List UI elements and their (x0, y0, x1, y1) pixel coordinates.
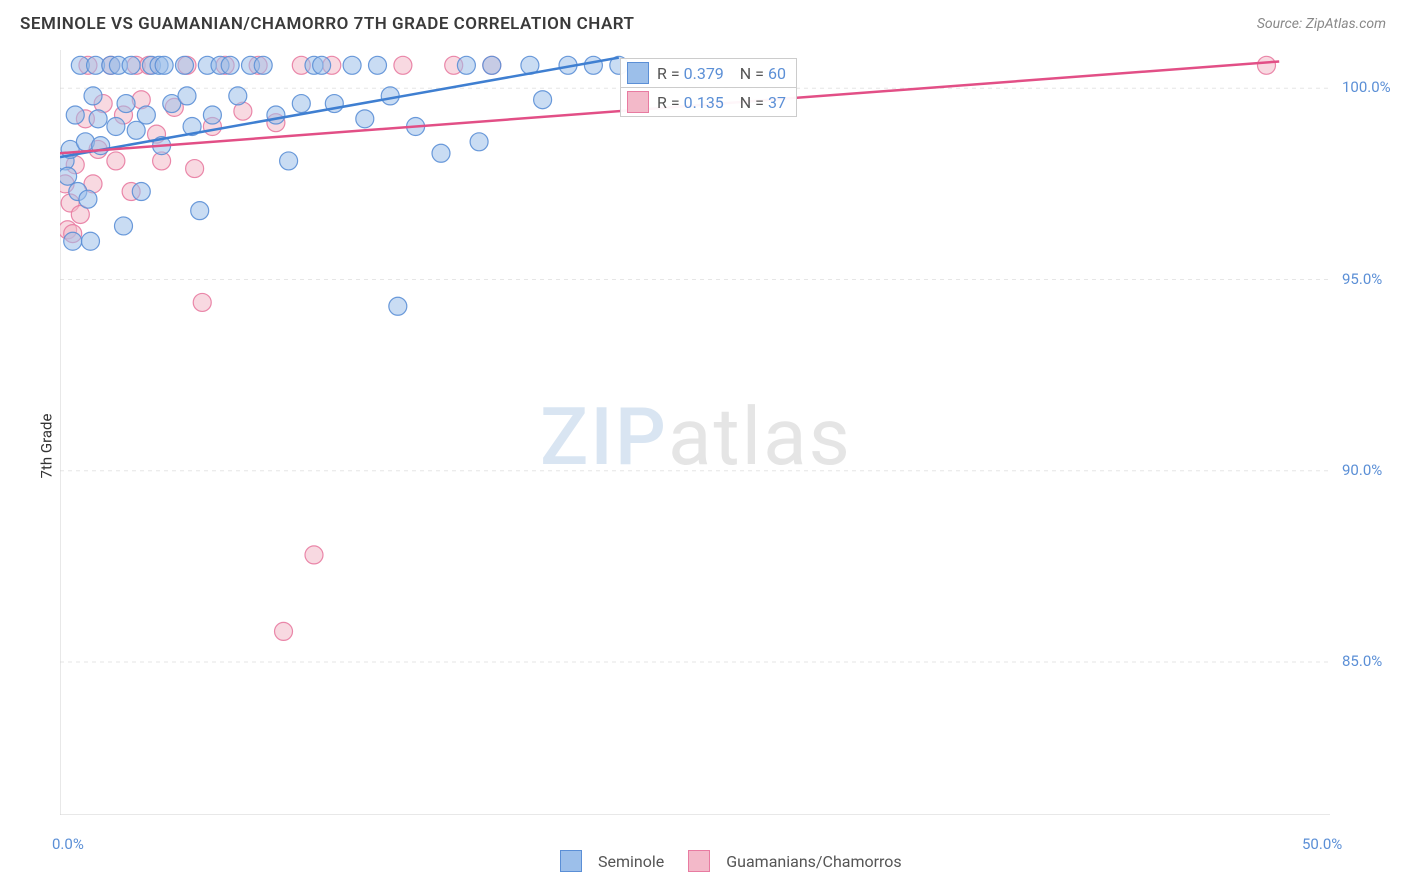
legend-item-seminole[interactable]: Seminole (560, 850, 664, 872)
data-point-seminole (115, 217, 133, 235)
legend-swatch (560, 850, 582, 872)
y-tick-label: 100.0% (1342, 78, 1391, 96)
legend-label: Seminole (598, 852, 664, 871)
data-point-seminole (267, 106, 285, 124)
r-label: R = (657, 64, 680, 83)
scatter-plot (60, 50, 1330, 815)
data-point-seminole (191, 202, 209, 220)
x-tick-label: 0.0% (52, 835, 84, 853)
data-point-seminole (432, 144, 450, 162)
chart-header: SEMINOLE VS GUAMANIAN/CHAMORRO 7TH GRADE… (20, 14, 1386, 44)
data-point-seminole (203, 106, 221, 124)
data-point-seminole (132, 183, 150, 201)
chart-title: SEMINOLE VS GUAMANIAN/CHAMORRO 7TH GRADE… (20, 14, 635, 34)
n-label: N = (740, 93, 764, 112)
data-point-seminole (60, 167, 77, 185)
data-point-seminole (107, 118, 125, 136)
data-point-guamanian (394, 56, 412, 74)
data-point-seminole (66, 106, 84, 124)
data-point-seminole (117, 95, 135, 113)
data-point-guamanian (107, 152, 125, 170)
n-value: 60 (768, 64, 786, 83)
data-point-seminole (584, 56, 602, 74)
data-point-guamanian (275, 622, 293, 640)
data-point-seminole (389, 297, 407, 315)
legend-label: Guamanians/Chamorros (726, 852, 901, 871)
data-point-seminole (89, 110, 107, 128)
r-value: 0.379 (684, 64, 724, 83)
n-value: 37 (768, 93, 786, 112)
legend-row-guamanian: R =0.135 N =37 (621, 87, 796, 116)
r-label: R = (657, 93, 680, 112)
y-tick-label: 95.0% (1342, 270, 1382, 288)
data-point-seminole (155, 56, 173, 74)
data-point-seminole (343, 56, 361, 74)
data-point-seminole (470, 133, 488, 151)
correlation-legend: R =0.379 N =60 R =0.135 N =37 (620, 58, 797, 117)
data-point-seminole (369, 56, 387, 74)
data-point-seminole (356, 110, 374, 128)
data-point-seminole (229, 87, 247, 105)
data-point-seminole (84, 87, 102, 105)
data-point-seminole (178, 87, 196, 105)
data-point-guamanian (186, 160, 204, 178)
data-point-seminole (254, 56, 272, 74)
data-point-seminole (483, 56, 501, 74)
series-legend: Seminole Guamanians/Chamorros (560, 850, 902, 872)
source-label: Source: ZipAtlas.com (1257, 16, 1386, 32)
data-point-seminole (280, 152, 298, 170)
data-point-seminole (457, 56, 475, 74)
data-point-seminole (122, 56, 140, 74)
data-point-seminole (221, 56, 239, 74)
legend-item-guamanian[interactable]: Guamanians/Chamorros (688, 850, 901, 872)
data-point-seminole (127, 121, 145, 139)
legend-row-seminole: R =0.379 N =60 (621, 59, 796, 87)
data-point-guamanian (1258, 56, 1276, 74)
x-tick-label: 50.0% (1302, 835, 1342, 853)
legend-swatch (627, 91, 649, 113)
data-point-seminole (534, 91, 552, 109)
legend-swatch (688, 850, 710, 872)
r-value: 0.135 (684, 93, 724, 112)
data-point-seminole (381, 87, 399, 105)
data-point-guamanian (305, 546, 323, 564)
plot-area: ZIPatlas R =0.379N =60R =0.135N =37 85.0… (60, 50, 1330, 815)
data-point-seminole (137, 106, 155, 124)
data-point-seminole (292, 95, 310, 113)
y-tick-label: 90.0% (1342, 461, 1382, 479)
data-point-guamanian (193, 293, 211, 311)
data-point-seminole (175, 56, 193, 74)
legend-swatch (627, 62, 649, 84)
data-point-seminole (79, 190, 97, 208)
data-point-seminole (81, 232, 99, 250)
n-label: N = (740, 64, 764, 83)
data-point-seminole (64, 232, 82, 250)
y-tick-label: 85.0% (1342, 652, 1382, 670)
y-axis-label: 7th Grade (37, 414, 55, 479)
data-point-seminole (313, 56, 331, 74)
